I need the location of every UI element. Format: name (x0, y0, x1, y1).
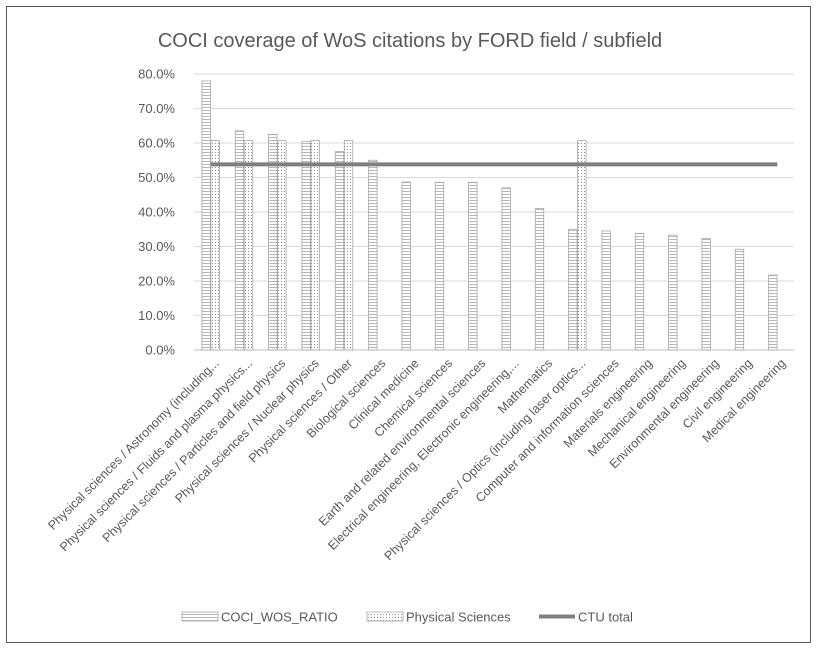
bar-coci-wos-ratio (701, 238, 711, 351)
bar-coci-wos-ratio (768, 274, 778, 351)
bar-coci-wos-ratio (434, 181, 445, 351)
bar-coci-wos-ratio (468, 181, 478, 351)
bar-coci-wos-ratio (268, 133, 278, 351)
bar-coci-wos-ratio (634, 232, 645, 351)
bar-physical-sciences (277, 140, 287, 351)
y-tick-label: 10.0% (138, 308, 175, 323)
y-tick-label: 80.0% (138, 67, 175, 82)
bar-coci-wos-ratio (734, 248, 745, 351)
bar-physical-sciences (210, 140, 220, 351)
bar-physical-sciences (243, 140, 254, 351)
bar-coci-wos-ratio (301, 140, 311, 351)
bar-coci-wos-ratio (334, 151, 345, 351)
y-tick-label: 60.0% (138, 136, 175, 151)
y-tick-label: 30.0% (138, 239, 175, 254)
bar-physical-sciences (343, 140, 354, 351)
y-tick-label: 50.0% (138, 170, 175, 185)
bar-coci-wos-ratio (568, 228, 578, 351)
bar-physical-sciences (577, 140, 587, 351)
bar-coci-wos-ratio (201, 80, 211, 351)
y-tick-label: 0.0% (145, 343, 175, 358)
chart-title: COCI coverage of WoS citations by FORD f… (158, 30, 662, 52)
bars (201, 80, 778, 351)
y-axis-ticks: 0.0% 10.0% 20.0% 30.0% 40.0% 50.0% 60.0% 70.0% 8… (138, 67, 175, 358)
y-tick-label: 20.0% (138, 274, 175, 289)
bar-physical-sciences (310, 140, 320, 351)
bar-coci-wos-ratio (401, 181, 411, 351)
gridlines (194, 73, 794, 351)
y-tick-label: 70.0% (138, 101, 175, 116)
legend-swatch-physical-sciences (366, 611, 404, 622)
legend-label-ctu-total: CTU total (578, 610, 633, 625)
legend-swatch-coci-wos-ratio (181, 611, 219, 622)
x-axis-labels: Physical sciences / Astronomy (including… (45, 356, 788, 563)
bar-coci-wos-ratio (501, 187, 511, 351)
bar-coci-wos-ratio (534, 208, 545, 351)
bar-coci-wos-ratio (668, 234, 678, 351)
chart-frame: COCI coverage of WoS citations by FORD f… (6, 6, 811, 643)
bar-coci-wos-ratio (368, 159, 378, 351)
legend-label-coci-wos-ratio: COCI_WOS_RATIO (221, 610, 338, 625)
legend: COCI_WOS_RATIO Physical Sciences CTU total (181, 610, 633, 625)
bar-chart: COCI coverage of WoS citations by FORD f… (45, 30, 794, 625)
bar-coci-wos-ratio (601, 230, 611, 351)
legend-label-physical-sciences: Physical Sciences (406, 610, 511, 625)
bar-coci-wos-ratio (234, 130, 245, 351)
y-tick-label: 40.0% (138, 205, 175, 220)
